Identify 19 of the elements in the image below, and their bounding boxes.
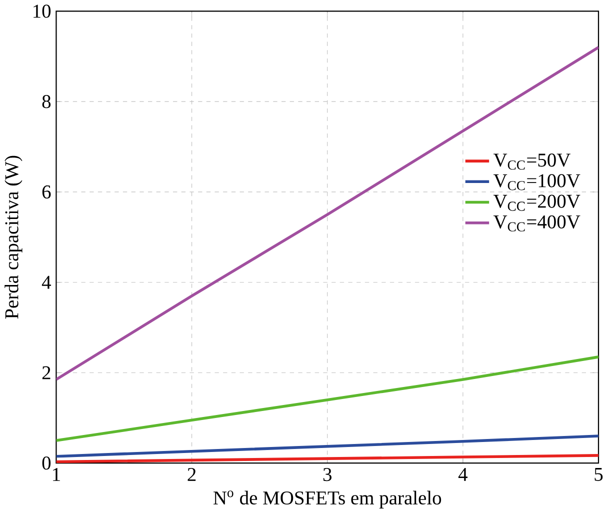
legend-label: V$_{CC}$=400V (493, 215, 580, 232)
y-tick-label: 6 (42, 185, 51, 198)
x-tick-label: 5 (594, 468, 603, 481)
x-tick-label: 3 (323, 468, 332, 482)
x-axis-title: N$^{o}$ de MOSFETs em paralelo (213, 490, 442, 508)
x-tick-label: 4 (458, 468, 468, 481)
legend-label: V$_{CC}$=100V (493, 174, 580, 190)
y-tick-label: 2 (42, 366, 50, 380)
line-series (56, 355, 598, 442)
y-tick-label: 8 (42, 94, 51, 108)
line-series (56, 46, 598, 381)
legend-label: V$_{CC}$=50V (493, 154, 570, 170)
x-tick-label: 2 (188, 468, 196, 481)
legend-label: V$_{CC}$=200V (493, 194, 580, 211)
y-tick-label: 10 (34, 4, 51, 18)
y-axis-title: Perda capacitiva (W) (4, 156, 22, 319)
x-tick-label: 1 (53, 468, 60, 481)
y-tick-label: 4 (42, 276, 52, 289)
y-tick-label: 0 (42, 456, 51, 470)
